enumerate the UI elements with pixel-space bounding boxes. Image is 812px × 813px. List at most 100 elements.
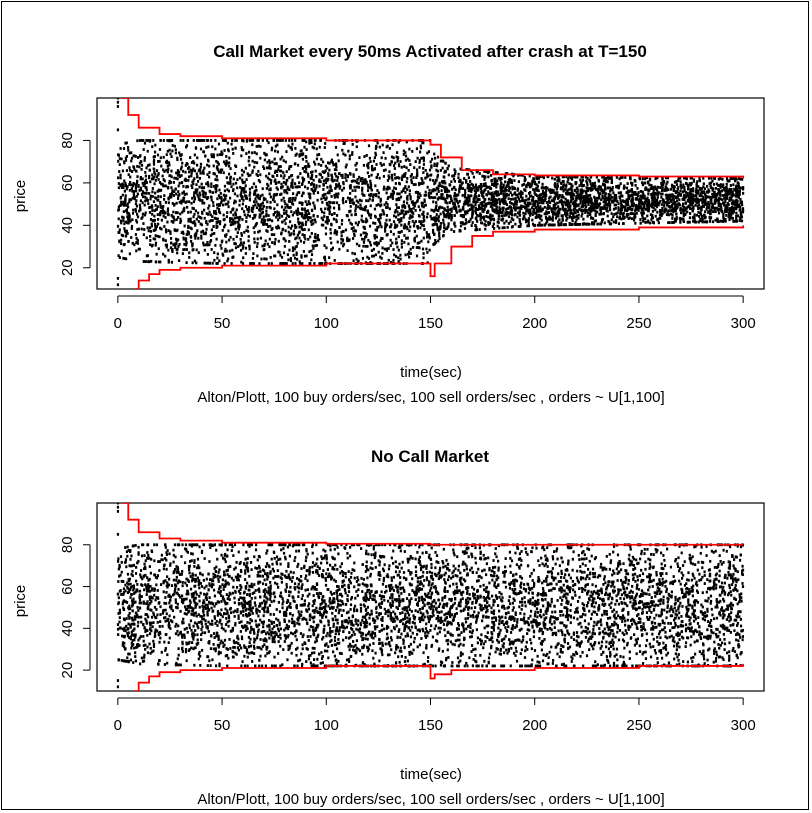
trade-point [259, 194, 262, 198]
trade-point [298, 181, 301, 185]
trade-point [313, 206, 317, 210]
trade-point [281, 185, 284, 189]
trade-point [153, 150, 157, 154]
trade-point [642, 217, 645, 221]
trade-point [647, 181, 650, 185]
trade-point [541, 208, 544, 212]
trade-point [361, 180, 364, 184]
trade-point [741, 177, 744, 181]
trade-point [361, 220, 364, 223]
trade-point [623, 205, 627, 209]
trade-point [147, 139, 150, 142]
trade-point [306, 172, 310, 176]
trade-point [679, 208, 682, 212]
trade-point [593, 186, 596, 190]
trade-point [125, 257, 128, 261]
trade-point [368, 193, 371, 197]
trade-point [310, 187, 313, 191]
trade-point [616, 215, 619, 219]
trade-point [134, 155, 137, 158]
trade-point [290, 184, 293, 188]
trade-point [495, 198, 499, 202]
trade-point [355, 257, 358, 261]
trade-point [425, 235, 429, 239]
trade-point [155, 208, 158, 212]
trade-point [498, 202, 502, 206]
trade-point [398, 218, 402, 222]
trade-point [292, 253, 295, 257]
trade-point [704, 198, 707, 202]
trade-point [588, 212, 591, 216]
trade-point [361, 192, 364, 196]
trade-point [540, 201, 543, 205]
trade-point [208, 243, 211, 247]
trade-point [671, 213, 674, 217]
trade-point [363, 226, 366, 229]
trade-point [191, 261, 194, 265]
trade-point [170, 169, 173, 173]
trade-point [385, 218, 388, 222]
trade-point [280, 192, 283, 196]
trade-point [220, 201, 223, 205]
trade-point [459, 224, 463, 228]
trade-point [154, 222, 157, 226]
trade-point [151, 187, 154, 190]
trade-point [543, 205, 546, 209]
trade-point [630, 199, 633, 203]
trade-point [286, 205, 290, 209]
trade-point [400, 239, 403, 243]
trade-point [465, 179, 468, 182]
trade-point [428, 168, 432, 172]
trade-point [497, 193, 500, 197]
trade-point [552, 210, 555, 214]
trade-point [193, 169, 196, 173]
trade-point [719, 197, 722, 201]
trade-point [175, 171, 178, 175]
trade-point [436, 227, 439, 231]
trade-point [365, 179, 368, 183]
trade-point [143, 213, 147, 217]
trade-point [291, 249, 295, 253]
trade-point [604, 198, 607, 201]
trade-point [471, 209, 474, 213]
trade-point [657, 221, 660, 225]
trade-point [489, 174, 493, 177]
trade-point [217, 208, 221, 211]
trade-point [571, 202, 574, 205]
trade-point [638, 203, 641, 206]
trade-point [195, 248, 198, 252]
trade-point [185, 241, 188, 245]
trade-point [637, 191, 640, 194]
trade-point [225, 233, 228, 236]
trade-point [739, 210, 742, 214]
trade-point [639, 190, 643, 193]
trade-point [532, 207, 535, 211]
trade-point [246, 229, 250, 233]
trade-point [408, 189, 411, 193]
trade-point [223, 189, 227, 193]
trade-point [378, 213, 382, 217]
trade-point [122, 216, 125, 220]
trade-point [392, 248, 395, 251]
trade-point [483, 205, 486, 208]
trade-point [217, 170, 221, 174]
trade-point [471, 204, 474, 208]
trade-point [215, 262, 219, 265]
trade-point [179, 154, 182, 158]
trade-point [422, 256, 425, 260]
trade-point [228, 196, 232, 200]
trade-point [342, 229, 345, 233]
trade-point [421, 201, 424, 205]
trade-point [479, 213, 483, 217]
trade-point [582, 197, 586, 200]
trade-point [350, 227, 353, 230]
trade-point [249, 262, 252, 265]
trade-point [298, 201, 301, 205]
trade-point [444, 181, 447, 185]
trade-point [378, 219, 381, 223]
trade-point [211, 215, 214, 218]
trade-point [136, 228, 139, 231]
trade-point [615, 212, 618, 216]
trade-point [463, 195, 467, 199]
trade-point [128, 200, 131, 204]
